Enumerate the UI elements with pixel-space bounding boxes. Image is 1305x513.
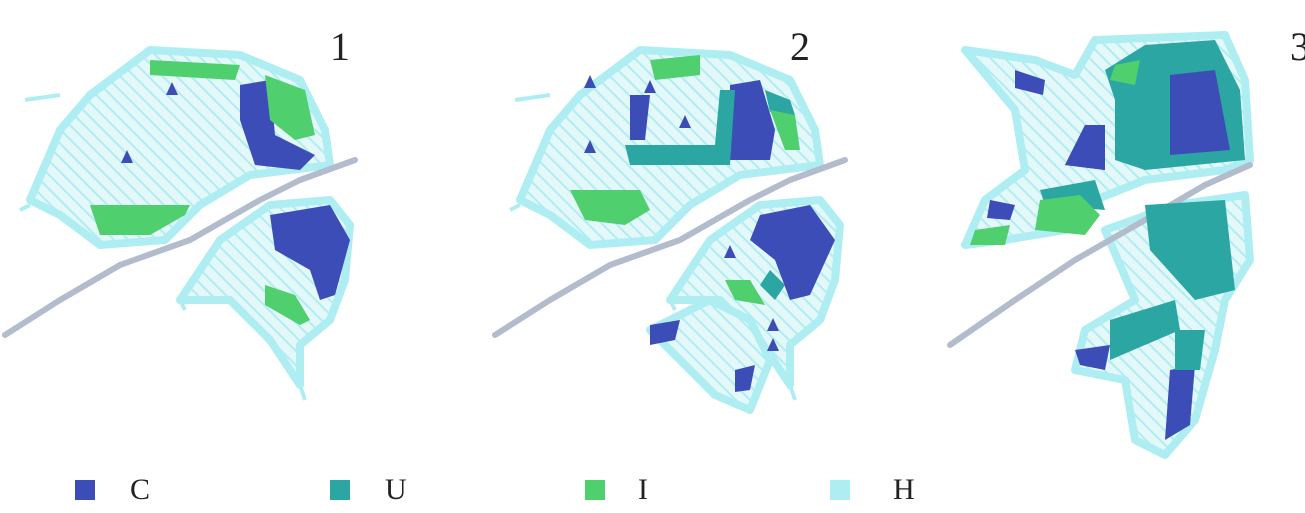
panel-label: 2 <box>790 24 810 69</box>
legend-label: H <box>893 473 915 506</box>
panel-1: 1 <box>5 24 355 400</box>
legend-swatch <box>585 480 605 500</box>
legend: C U I H <box>75 473 915 506</box>
legend-label: C <box>130 473 150 506</box>
panel-label: 1 <box>330 24 350 69</box>
zone-c <box>1065 70 1230 170</box>
zone-i <box>90 60 315 325</box>
panel-label: 3 <box>1290 24 1305 69</box>
zone-c <box>270 205 350 300</box>
legend-swatch <box>330 480 350 500</box>
zone-u <box>625 90 795 300</box>
legend-label: U <box>385 473 407 506</box>
legend-swatch <box>830 480 850 500</box>
zone-c <box>630 80 835 392</box>
legend-swatch <box>75 480 95 500</box>
zone-i <box>970 60 1140 245</box>
legend-label: I <box>638 473 648 506</box>
zone-c <box>240 80 315 170</box>
panel-3: 3 <box>947 24 1305 459</box>
panel-2: 2 <box>495 24 845 414</box>
marker <box>121 82 178 163</box>
